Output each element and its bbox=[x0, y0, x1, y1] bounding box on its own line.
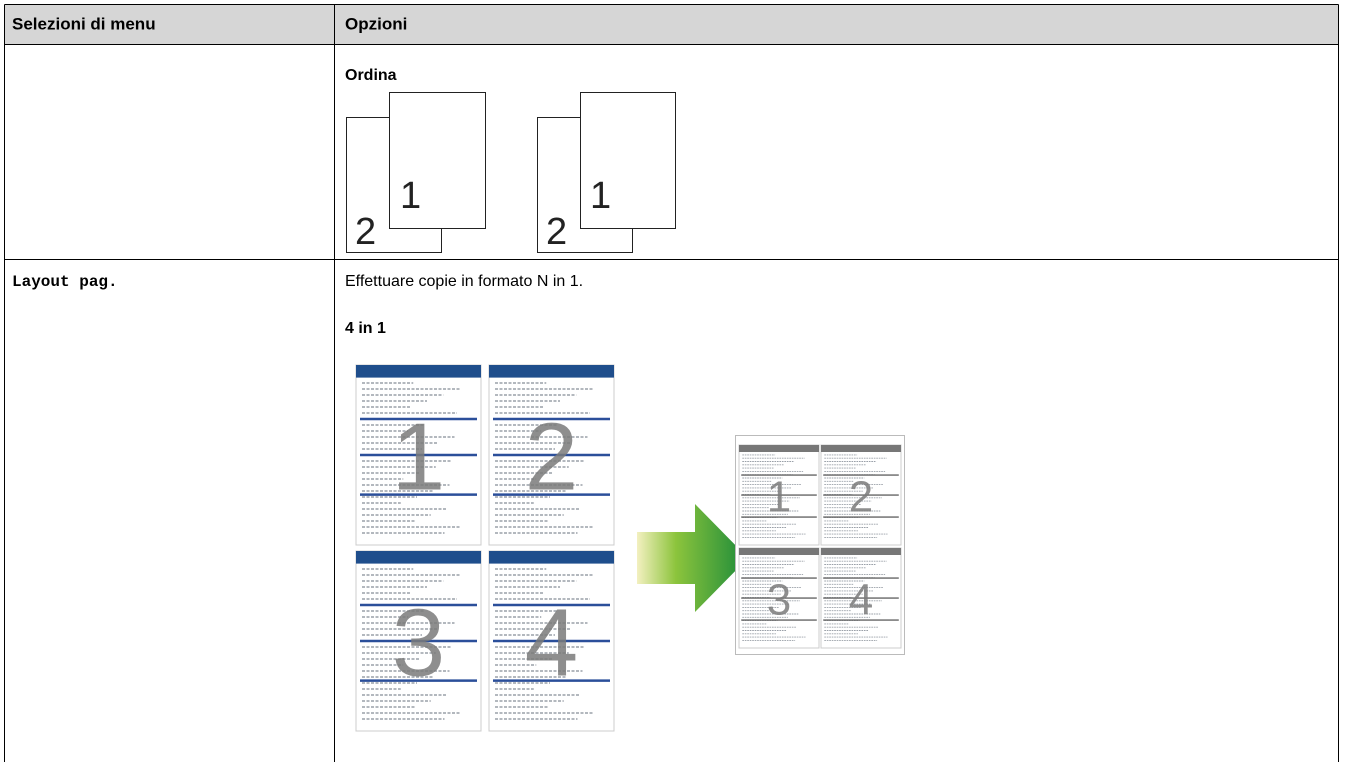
figure-label: 2 bbox=[525, 403, 578, 510]
header-bg bbox=[4, 4, 1339, 45]
figure-label: 4 bbox=[525, 589, 578, 696]
page-header bbox=[739, 445, 819, 452]
page-header bbox=[489, 551, 614, 564]
page-header bbox=[356, 551, 481, 564]
page-header bbox=[821, 548, 901, 555]
menu-item: Layout pag. bbox=[12, 273, 118, 291]
arrow bbox=[637, 504, 748, 612]
sort-illustration: 2 1 2 1 bbox=[346, 92, 676, 253]
table-lines bbox=[4, 4, 1339, 762]
page-header bbox=[489, 365, 614, 378]
figure-label: 1 bbox=[392, 403, 445, 510]
page-header bbox=[739, 548, 819, 555]
option-heading: 4 in 1 bbox=[345, 320, 386, 337]
header-cell: Selezioni di menu bbox=[12, 14, 156, 33]
figure-label: 2 bbox=[849, 473, 873, 522]
figure-label: 2 bbox=[546, 211, 567, 253]
n-in-1-illustration: 1 23 41 23 4 bbox=[355, 364, 905, 732]
page-header bbox=[821, 445, 901, 452]
figure-label: 1 bbox=[590, 175, 611, 217]
figure-label: 3 bbox=[767, 576, 791, 625]
figure-label: 2 bbox=[355, 211, 376, 253]
figure-label: 1 bbox=[767, 473, 791, 522]
page-header bbox=[356, 365, 481, 378]
header-cell: Opzioni bbox=[345, 14, 407, 33]
option-description: Effettuare copie in formato N in 1. bbox=[345, 273, 583, 290]
option-heading: Ordina bbox=[345, 67, 397, 84]
figure-label: 1 bbox=[400, 175, 421, 217]
figure-label: 3 bbox=[392, 589, 445, 696]
figure-label: 4 bbox=[849, 576, 873, 625]
